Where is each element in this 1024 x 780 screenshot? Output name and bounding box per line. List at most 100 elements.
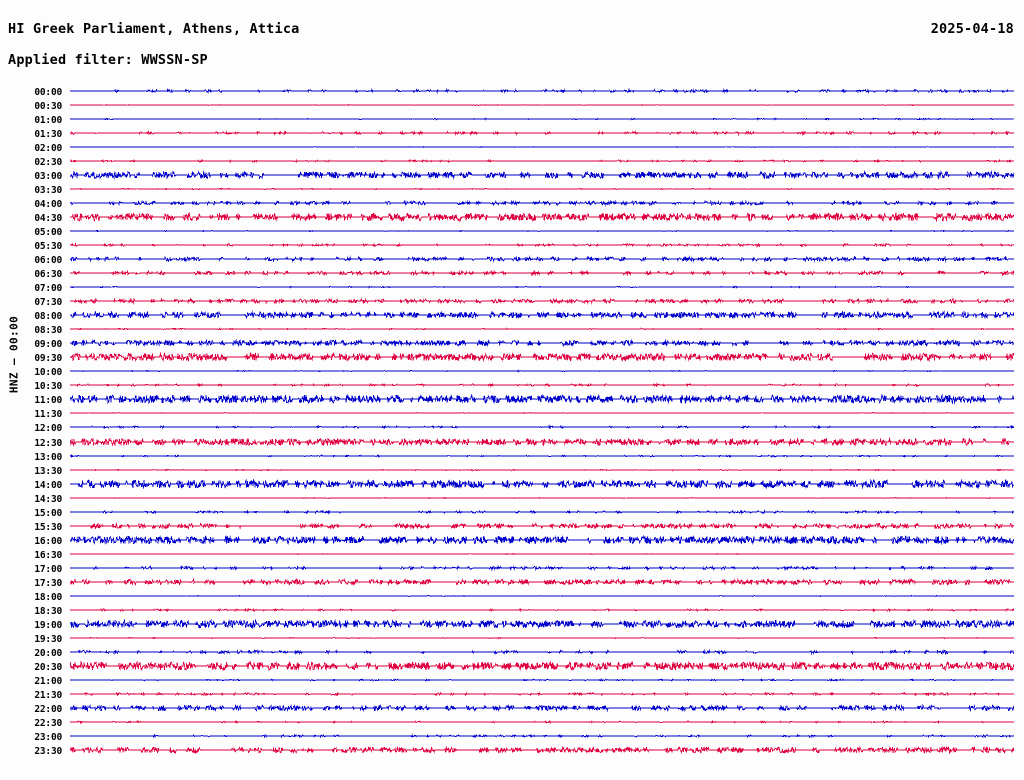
seismic-trace [70, 226, 1014, 240]
seismic-trace [70, 451, 1014, 465]
seismic-trace [70, 647, 1014, 661]
trace-time-label: 15:00 [34, 507, 62, 519]
trace-row: 12:00 [0, 422, 1024, 436]
seismic-trace [70, 703, 1014, 717]
trace-row: 23:30 [0, 745, 1024, 759]
trace-time-label: 08:30 [34, 325, 62, 337]
trace-row: 07:00 [0, 282, 1024, 296]
trace-time-label: 20:30 [34, 661, 62, 673]
seismic-trace [70, 366, 1014, 380]
trace-row: 10:00 [0, 366, 1024, 380]
seismic-trace [70, 689, 1014, 703]
trace-row: 04:00 [0, 198, 1024, 212]
trace-time-label: 02:00 [34, 143, 62, 155]
trace-time-label: 11:30 [34, 409, 62, 421]
seismic-trace [70, 436, 1014, 451]
seismic-trace [70, 493, 1014, 507]
trace-row: 21:00 [0, 675, 1024, 689]
trace-row: 00:30 [0, 100, 1024, 114]
trace-time-label: 19:00 [34, 619, 62, 631]
trace-row: 00:00 [0, 86, 1024, 100]
seismic-trace [70, 731, 1014, 745]
trace-time-label: 16:00 [34, 535, 62, 547]
trace-time-label: 20:00 [34, 647, 62, 659]
seismic-trace [70, 170, 1014, 184]
trace-time-label: 07:00 [34, 283, 62, 295]
seismic-trace [70, 745, 1014, 759]
trace-time-label: 15:30 [34, 521, 62, 533]
trace-row: 17:30 [0, 577, 1024, 591]
trace-time-label: 21:30 [34, 689, 62, 701]
trace-row: 03:00 [0, 170, 1024, 184]
seismic-trace [70, 114, 1014, 128]
seismic-trace [70, 633, 1014, 647]
trace-time-label: 05:00 [34, 227, 62, 239]
seismic-trace [70, 408, 1014, 422]
seismic-trace [70, 212, 1014, 226]
seismic-trace [70, 100, 1014, 114]
filter-label: Applied filter: WWSSN-SP [8, 52, 208, 68]
trace-time-label: 17:30 [34, 577, 62, 589]
trace-row: 07:30 [0, 296, 1024, 310]
trace-row: 20:00 [0, 647, 1024, 661]
trace-row: 11:00 [0, 394, 1024, 408]
seismic-trace [70, 338, 1014, 352]
trace-row: 06:00 [0, 254, 1024, 268]
trace-row: 19:00 [0, 618, 1024, 633]
trace-row: 22:00 [0, 703, 1024, 717]
seismic-trace [70, 394, 1014, 408]
seismic-trace [70, 324, 1014, 338]
trace-row: 06:30 [0, 268, 1024, 282]
trace-row: 13:30 [0, 465, 1024, 479]
trace-time-label: 12:30 [34, 437, 62, 449]
trace-time-label: 22:00 [34, 703, 62, 715]
date-label: 2025-04-18 [930, 21, 1014, 37]
trace-time-label: 14:00 [34, 479, 62, 491]
seismic-trace [70, 549, 1014, 563]
seismic-trace [70, 184, 1014, 198]
trace-time-label: 09:30 [34, 353, 62, 365]
seismic-trace [70, 675, 1014, 689]
trace-time-label: 14:30 [34, 493, 62, 505]
trace-time-label: 19:30 [34, 633, 62, 645]
trace-row: 04:30 [0, 212, 1024, 226]
seismic-trace [70, 521, 1014, 535]
trace-time-label: 06:00 [34, 255, 62, 267]
seismic-trace [70, 198, 1014, 212]
seismic-trace [70, 282, 1014, 296]
trace-time-label: 18:00 [34, 591, 62, 603]
trace-row: 05:00 [0, 226, 1024, 240]
trace-time-label: 21:00 [34, 675, 62, 687]
seismic-trace [70, 296, 1014, 310]
trace-row: 02:00 [0, 142, 1024, 156]
trace-time-label: 10:30 [34, 381, 62, 393]
seismic-trace [70, 142, 1014, 156]
trace-time-label: 10:00 [34, 367, 62, 379]
trace-row: 16:30 [0, 549, 1024, 563]
seismic-trace [70, 507, 1014, 521]
trace-row: 05:30 [0, 240, 1024, 254]
trace-row: 02:30 [0, 156, 1024, 170]
trace-row: 09:00 [0, 338, 1024, 352]
trace-row: 08:30 [0, 324, 1024, 338]
seismic-trace [70, 605, 1014, 619]
trace-time-label: 12:00 [34, 423, 62, 435]
trace-time-label: 23:30 [34, 745, 62, 757]
seismic-trace [70, 478, 1014, 493]
trace-row: 03:30 [0, 184, 1024, 198]
trace-row: 01:30 [0, 128, 1024, 142]
trace-time-label: 06:30 [34, 269, 62, 281]
trace-time-label: 03:30 [34, 185, 62, 197]
seismic-trace [70, 465, 1014, 479]
trace-row: 01:00 [0, 114, 1024, 128]
trace-time-label: 09:00 [34, 339, 62, 351]
trace-row: 18:30 [0, 605, 1024, 619]
trace-time-label: 05:30 [34, 241, 62, 253]
trace-row: 11:30 [0, 408, 1024, 422]
trace-row: 15:00 [0, 507, 1024, 521]
seismic-trace [70, 422, 1014, 436]
trace-time-label: 02:30 [34, 157, 62, 169]
trace-row: 23:00 [0, 731, 1024, 745]
seismic-trace [70, 268, 1014, 282]
seismic-trace [70, 660, 1014, 675]
